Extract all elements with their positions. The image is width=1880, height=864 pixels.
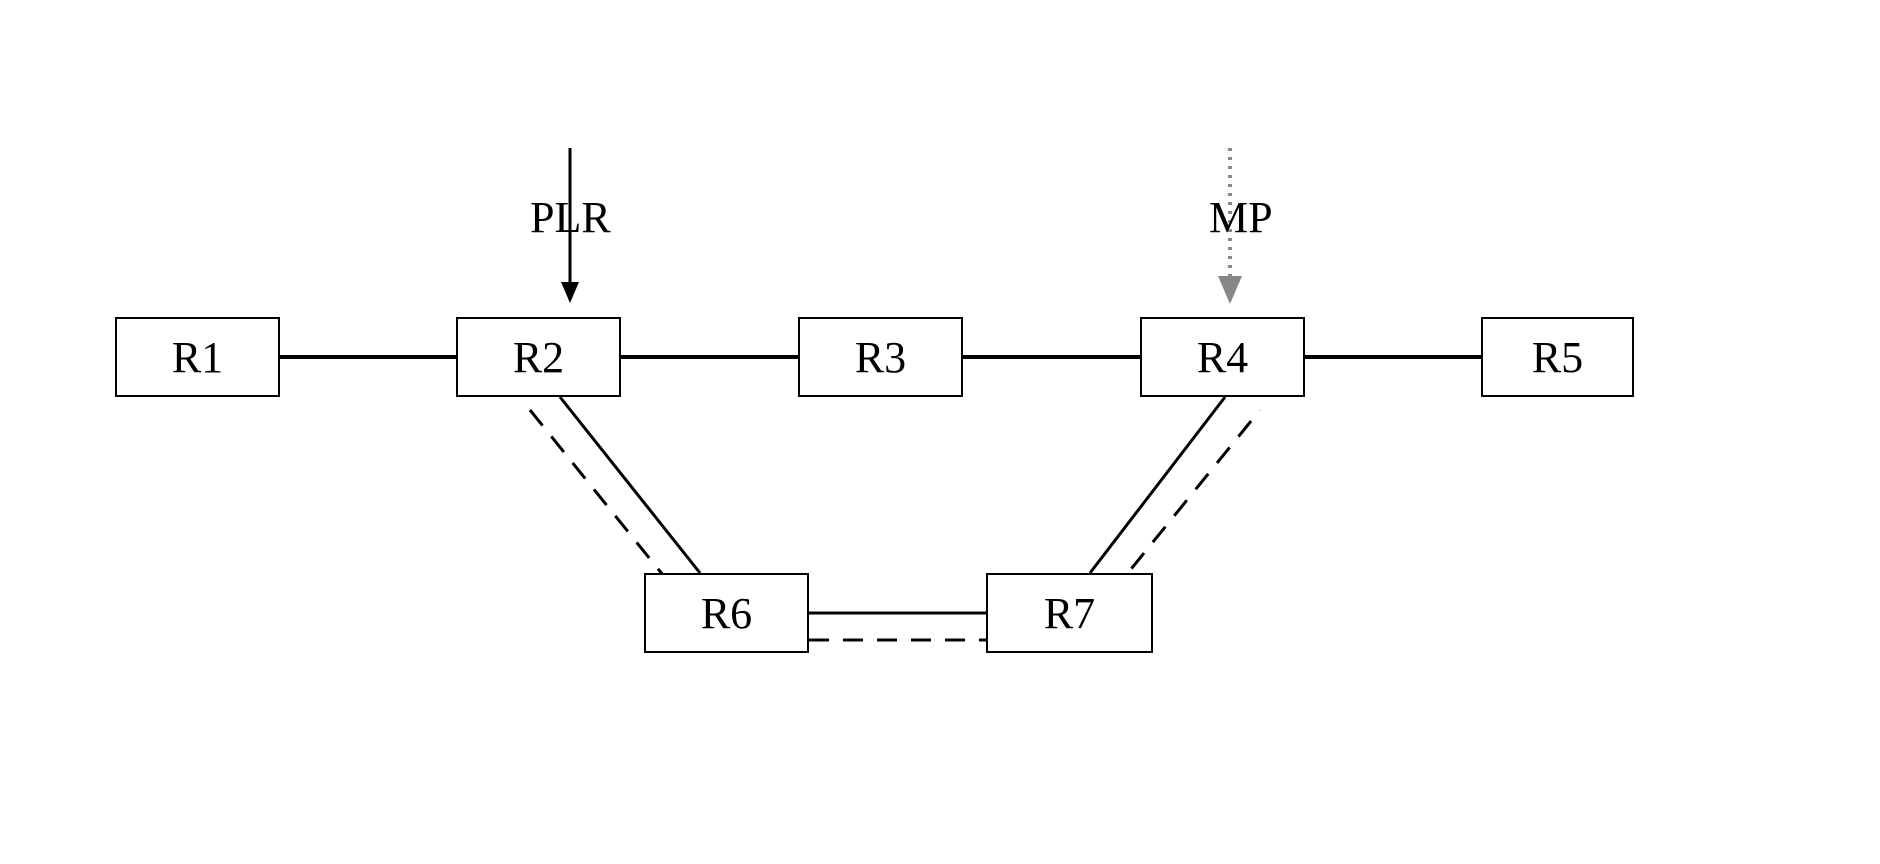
node-r5-label: R5 (1532, 332, 1583, 383)
node-r2: R2 (456, 317, 621, 397)
node-r6: R6 (644, 573, 809, 653)
node-r5: R5 (1481, 317, 1634, 397)
node-r1: R1 (115, 317, 280, 397)
node-r3: R3 (798, 317, 963, 397)
node-r6-label: R6 (701, 588, 752, 639)
node-r7-label: R7 (1044, 588, 1095, 639)
node-r4-label: R4 (1197, 332, 1248, 383)
node-r2-label: R2 (513, 332, 564, 383)
annotation-plr: PLR (530, 192, 611, 243)
node-r1-label: R1 (172, 332, 223, 383)
edges-layer (0, 0, 1880, 864)
annotation-mp: MP (1209, 192, 1273, 243)
node-r7: R7 (986, 573, 1153, 653)
node-r3-label: R3 (855, 332, 906, 383)
node-r4: R4 (1140, 317, 1305, 397)
